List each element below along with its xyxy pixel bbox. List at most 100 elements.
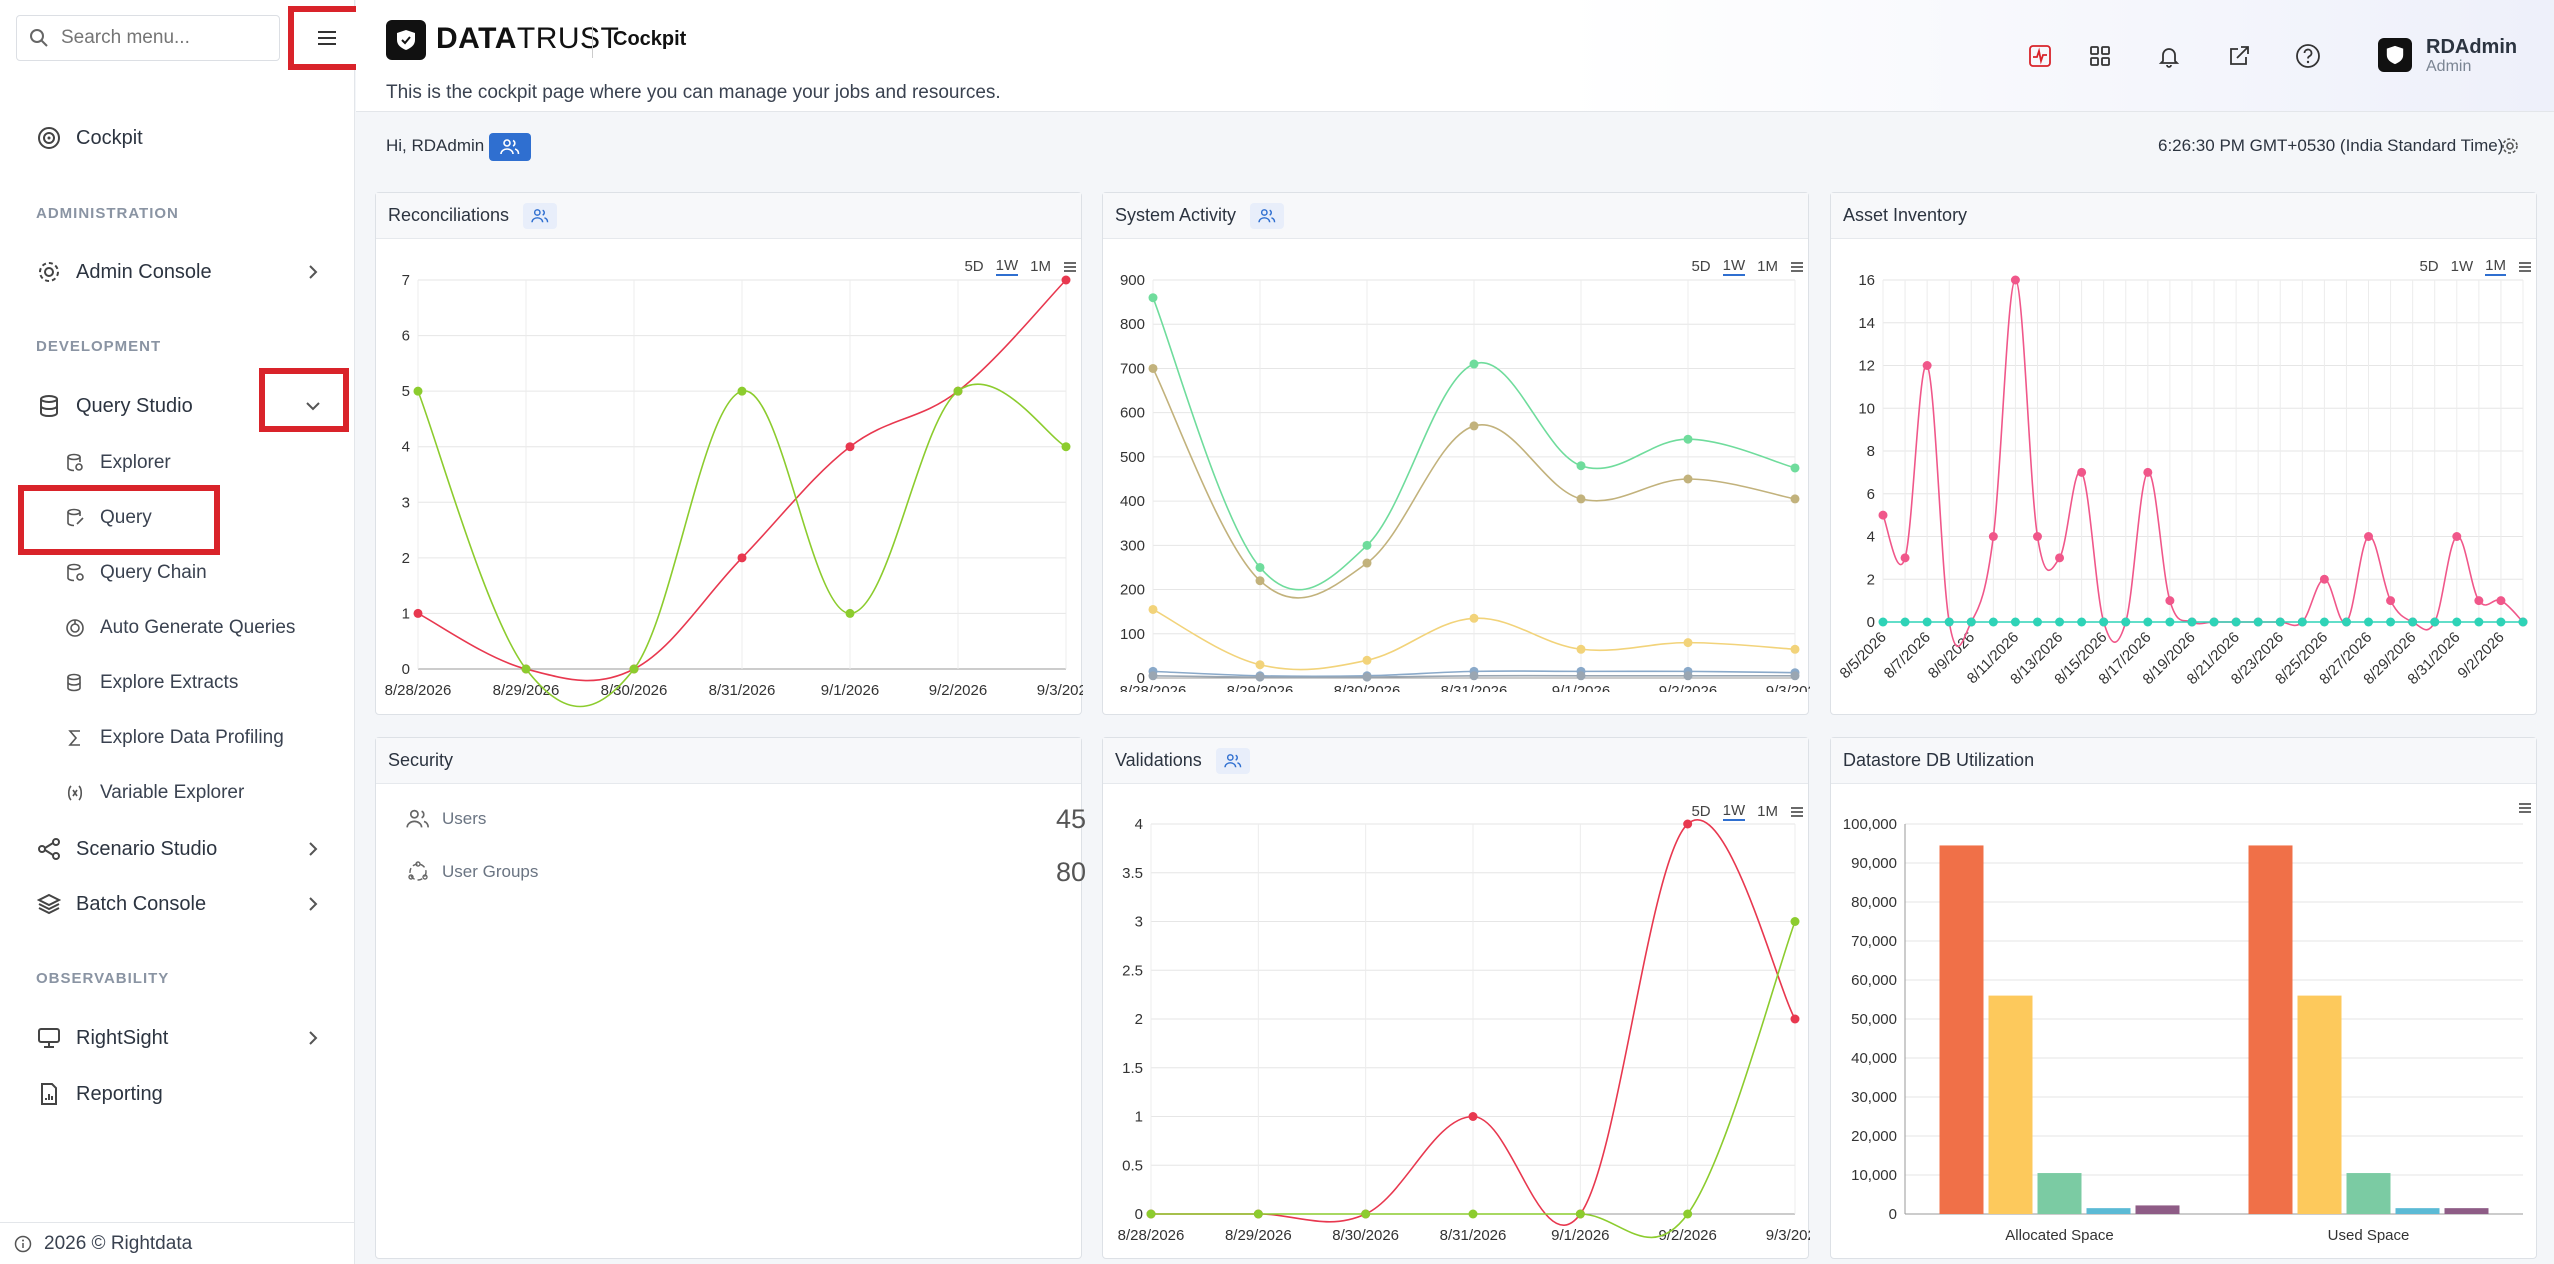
card-title: Validations xyxy=(1115,750,1202,770)
brand-logo[interactable] xyxy=(386,20,426,60)
sidebar-subitem-explorer[interactable]: Explorer xyxy=(64,452,171,474)
user-role: Admin xyxy=(2426,58,2472,75)
sidebar-subitem-explore-data-profiling[interactable]: Explore Data Profiling xyxy=(64,727,284,749)
data-point xyxy=(1988,617,1998,627)
zoom-5d[interactable]: 5D xyxy=(1691,803,1711,820)
bar xyxy=(2444,1208,2489,1214)
highlight-box xyxy=(18,485,220,555)
hamburger-icon[interactable] xyxy=(1063,261,1077,273)
x-tick-label: 9/3/2026 xyxy=(1037,682,1083,699)
sidebar-subitem-query[interactable]: Query xyxy=(64,507,152,529)
sidebar-item-scenario-studio[interactable]: Scenario Studio xyxy=(36,836,217,862)
data-point xyxy=(2165,596,2175,606)
data-point xyxy=(1469,359,1479,369)
zoom-5d[interactable]: 5D xyxy=(1691,258,1711,275)
data-point xyxy=(1790,463,1800,473)
data-point xyxy=(2077,617,2087,627)
y-tick-label: 8 xyxy=(1867,443,1875,460)
avatar[interactable] xyxy=(2378,38,2412,72)
sidebar-item-cockpit[interactable]: Cockpit xyxy=(36,125,143,151)
sidebar-subitem-label: Explorer xyxy=(100,452,171,473)
search-input[interactable] xyxy=(59,26,239,50)
data-point xyxy=(737,386,747,396)
gear-icon[interactable] xyxy=(2500,136,2520,156)
data-point xyxy=(1683,474,1693,484)
data-point xyxy=(1253,1209,1263,1219)
section-development: DEVELOPMENT xyxy=(36,338,162,355)
help-button[interactable] xyxy=(2292,40,2324,72)
zoom-1m[interactable]: 1M xyxy=(1757,803,1778,820)
data-point xyxy=(2474,596,2484,606)
zoom-1w[interactable]: 1W xyxy=(2450,258,2474,275)
sidebar-item-admin-console[interactable]: Admin Console xyxy=(36,259,212,285)
chevron-right-icon[interactable] xyxy=(304,895,322,913)
users-badge[interactable] xyxy=(523,202,558,229)
chevron-right-icon[interactable] xyxy=(304,1029,322,1047)
y-tick-label: 7 xyxy=(402,272,410,289)
sidebar-subitem-auto-generate-queries[interactable]: Auto Generate Queries xyxy=(64,617,295,639)
data-point xyxy=(1576,494,1586,504)
bar xyxy=(2086,1208,2131,1214)
search-box[interactable] xyxy=(16,15,280,61)
x-tick-label: 9/2/2026 xyxy=(2454,629,2507,682)
scenario-icon xyxy=(36,836,62,862)
security-groups-row[interactable]: User Groups 80 xyxy=(406,857,1086,887)
security-users-row[interactable]: Users 45 xyxy=(406,804,1086,834)
chevron-right-icon[interactable] xyxy=(304,840,322,858)
zoom-1w[interactable]: 1W xyxy=(1722,802,1746,821)
bar xyxy=(2248,845,2293,1214)
zoom-5d[interactable]: 5D xyxy=(964,258,984,275)
sidebar-subitem-explore-extracts[interactable]: Explore Extracts xyxy=(64,672,238,694)
card-title: Datastore DB Utilization xyxy=(1843,750,2035,770)
y-tick-label: 3.5 xyxy=(1122,865,1143,882)
data-point xyxy=(413,386,423,396)
menu-toggle-button[interactable] xyxy=(288,6,366,70)
y-tick-label: 1 xyxy=(402,605,410,622)
apps-button[interactable] xyxy=(2084,40,2116,72)
data-point xyxy=(1944,617,1954,627)
zoom-1m[interactable]: 1M xyxy=(2485,257,2506,276)
users-badge[interactable] xyxy=(1215,747,1250,774)
data-point xyxy=(2319,574,2329,584)
notifications-button[interactable] xyxy=(2153,40,2185,72)
x-tick-label: 9/3/2026 xyxy=(1766,1227,1810,1244)
y-tick-label: 2 xyxy=(402,550,410,567)
y-tick-label: 0 xyxy=(1889,1206,1897,1223)
security-card: Security Users 45 User Groups 80 xyxy=(375,737,1086,1259)
bar xyxy=(2395,1208,2440,1214)
user-name[interactable]: RDAdmin xyxy=(2426,36,2518,58)
sidebar-subitem-query-chain[interactable]: Query Chain xyxy=(64,562,207,584)
sidebar-subitem-label: Auto Generate Queries xyxy=(100,617,296,638)
hamburger-icon[interactable] xyxy=(2518,802,2532,814)
card-header: Reconciliations xyxy=(376,193,1081,239)
y-tick-label: 500 xyxy=(1120,449,1145,466)
sidebar-subitem-variable-explorer[interactable]: Variable Explorer xyxy=(64,782,244,804)
sidebar-item-reporting[interactable]: Reporting xyxy=(36,1081,163,1107)
chevron-down-icon[interactable] xyxy=(304,397,322,415)
data-point xyxy=(1362,558,1372,568)
sidebar-item-label: Query Studio xyxy=(76,394,193,417)
card-header: Asset Inventory xyxy=(1831,193,2536,239)
sidebar-item-batch-console[interactable]: Batch Console xyxy=(36,891,206,917)
y-tick-label: 400 xyxy=(1120,493,1145,510)
activity-button[interactable] xyxy=(2024,40,2056,72)
zoom-1w[interactable]: 1W xyxy=(995,257,1019,276)
hamburger-icon[interactable] xyxy=(1790,261,1804,273)
zoom-1m[interactable]: 1M xyxy=(1757,258,1778,275)
zoom-5d[interactable]: 5D xyxy=(2419,258,2439,275)
hamburger-icon[interactable] xyxy=(1790,806,1804,818)
zoom-1w[interactable]: 1W xyxy=(1722,257,1746,276)
data-point xyxy=(2518,617,2528,627)
hamburger-icon[interactable] xyxy=(2518,261,2532,273)
section-observability: OBSERVABILITY xyxy=(36,970,170,987)
zoom-1m[interactable]: 1M xyxy=(1030,258,1051,275)
users-badge[interactable] xyxy=(489,133,531,161)
sidebar-item-query-studio[interactable]: Query Studio xyxy=(36,393,193,419)
x-tick-label: 8/31/2026 xyxy=(709,682,776,699)
y-tick-label: 4 xyxy=(1867,529,1875,546)
sidebar-item-rightsight[interactable]: RightSight xyxy=(36,1025,168,1051)
users-badge[interactable] xyxy=(1250,202,1285,229)
external-link-button[interactable] xyxy=(2223,40,2255,72)
user-groups-icon xyxy=(408,861,428,881)
chevron-right-icon[interactable] xyxy=(304,263,322,281)
